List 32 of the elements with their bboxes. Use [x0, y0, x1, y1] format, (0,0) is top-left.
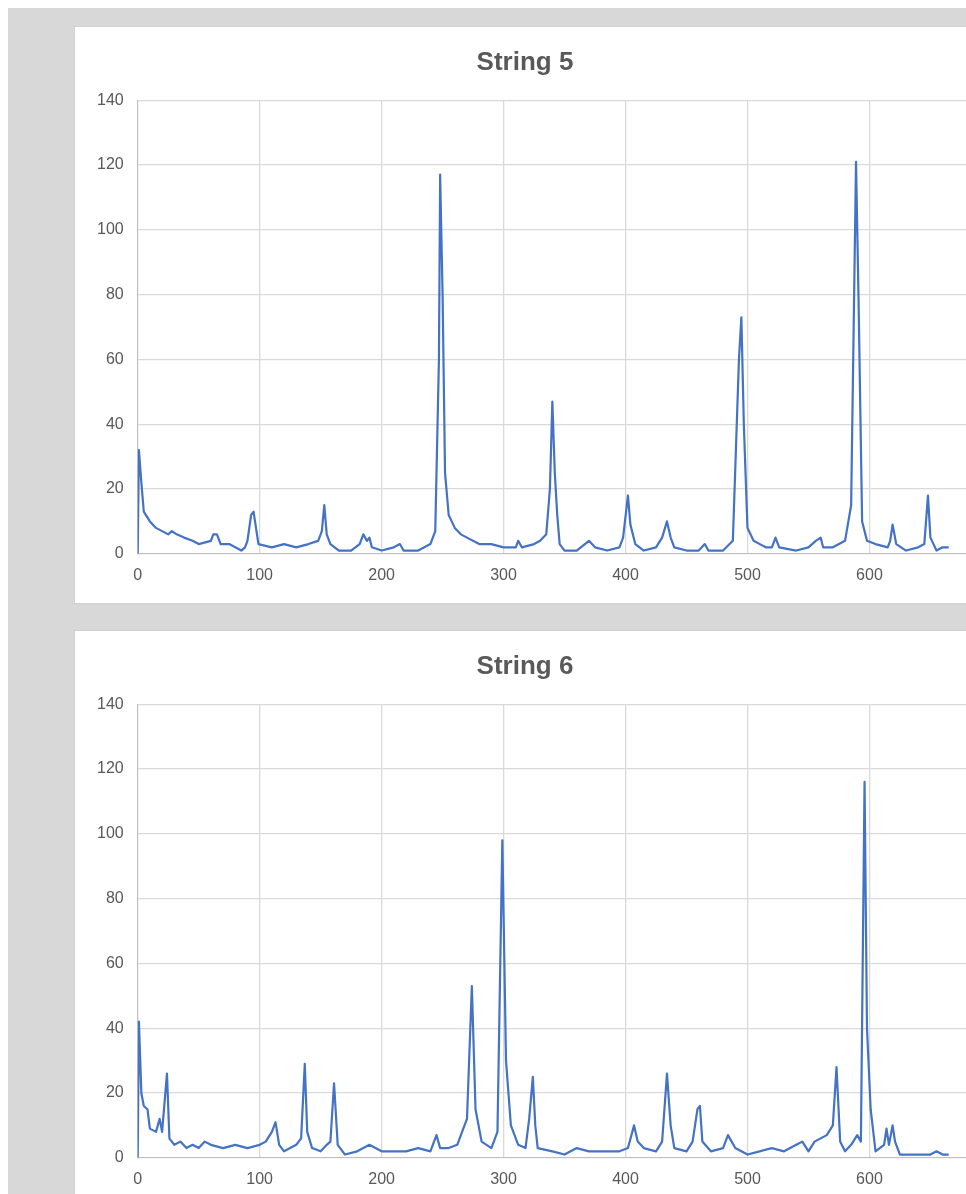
y-tick-label: 0: [114, 1148, 124, 1166]
y-tick-label: 80: [105, 285, 124, 303]
chart-title: String 5: [476, 45, 574, 76]
y-tick-label: 20: [105, 479, 124, 497]
y-tick-label: 100: [96, 220, 124, 238]
x-tick-label: 400: [612, 1169, 639, 1187]
y-tick-label: 40: [105, 414, 124, 432]
x-tick-label: 500: [734, 565, 761, 583]
x-tick-label: 400: [612, 565, 639, 583]
y-tick-label: 140: [96, 90, 124, 108]
y-tick-label: 60: [105, 349, 124, 367]
y-tick-label: 60: [105, 953, 124, 971]
y-tick-label: 140: [96, 694, 124, 712]
x-tick-label: 300: [490, 1169, 518, 1187]
y-tick-label: 20: [105, 1083, 124, 1101]
y-tick-label: 120: [96, 155, 124, 173]
x-tick-label: 0: [133, 1169, 143, 1187]
y-tick-label: 100: [96, 824, 124, 842]
x-tick-label: 500: [734, 1169, 761, 1187]
y-tick-label: 40: [105, 1018, 124, 1036]
y-tick-label: 0: [114, 544, 124, 562]
x-tick-label: 100: [246, 565, 274, 583]
x-tick-label: 300: [490, 565, 518, 583]
x-tick-label: 600: [856, 565, 883, 583]
x-tick-label: 0: [133, 565, 143, 583]
x-tick-label: 600: [856, 1169, 883, 1187]
chart-title: String 6: [476, 649, 574, 680]
y-tick-label: 120: [96, 759, 124, 777]
x-tick-label: 100: [246, 1169, 274, 1187]
x-tick-label: 200: [368, 565, 396, 583]
y-tick-label: 80: [105, 889, 124, 907]
x-tick-label: 200: [368, 1169, 396, 1187]
